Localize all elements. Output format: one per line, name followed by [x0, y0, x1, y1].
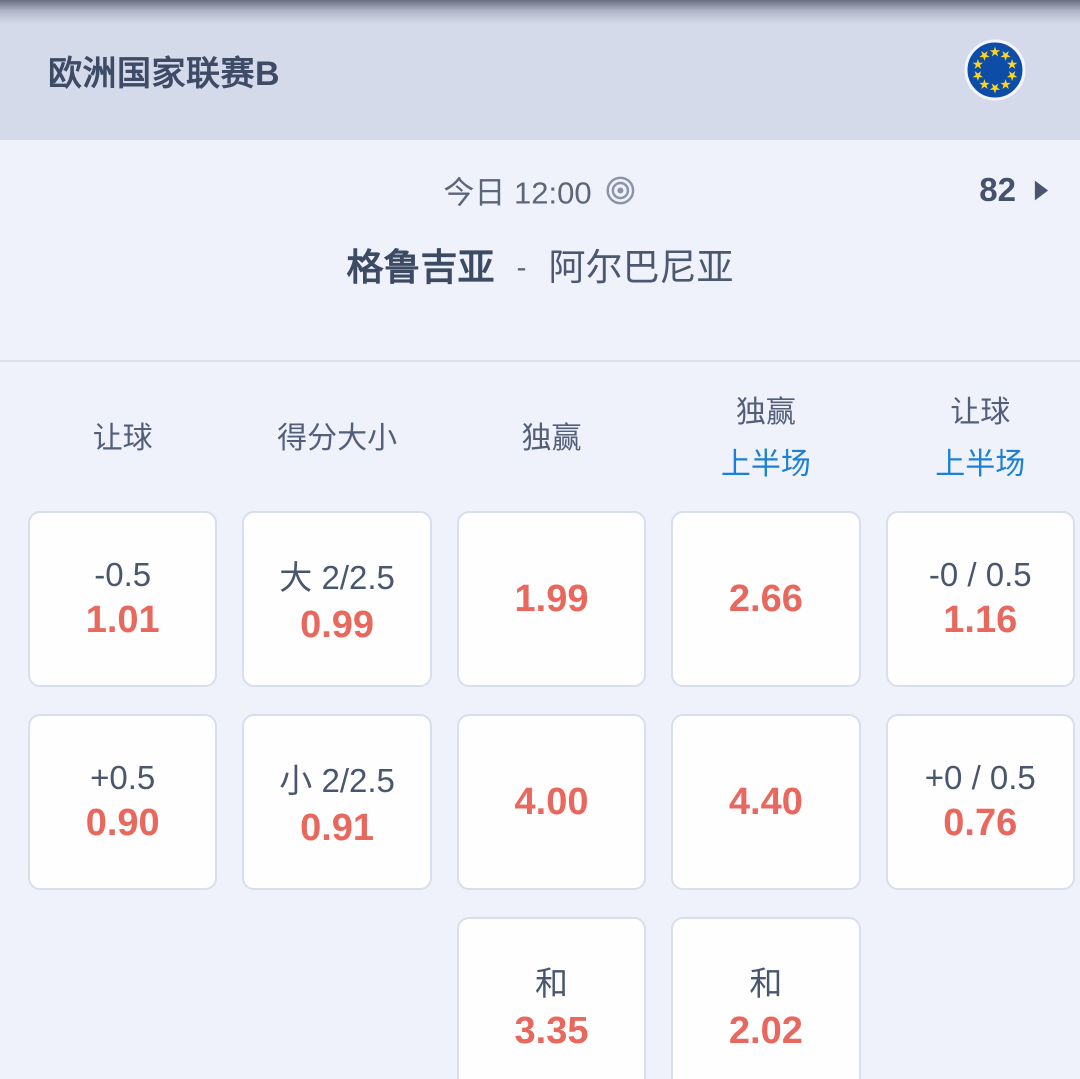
odds-line: -0.5: [94, 556, 152, 593]
markets-count-button[interactable]: 82: [979, 171, 1050, 209]
odds-line: +0 / 0.5: [924, 759, 1036, 796]
odds-cell-over[interactable]: 大 2/2.5 0.99: [242, 511, 432, 687]
match-title[interactable]: 格鲁吉亚 - 阿尔巴尼亚: [0, 242, 1080, 362]
home-team-name: 格鲁吉亚: [346, 247, 495, 288]
market-column-moneyline: 独赢 1.99 4.00 和 3.35: [456, 362, 647, 1079]
odds-value: 1.99: [514, 577, 589, 620]
match-time-label: 今日 12:00: [443, 175, 592, 211]
odds-value: 0.99: [300, 604, 375, 646]
market-column-header: 让球: [28, 362, 217, 484]
odds-cell-1x2-fh-draw[interactable]: 和 2.02: [671, 917, 861, 1079]
odds-value: 3.35: [514, 1010, 589, 1052]
odds-value: 4.40: [728, 780, 803, 823]
odds-cell-handicap-away[interactable]: +0.5 0.90: [28, 714, 218, 890]
odds-value: 2.02: [728, 1010, 803, 1052]
market-column-handicap-first-half: 让球 上半场 -0 / 0.5 1.16 +0 / 0.5 0.76: [885, 362, 1075, 1079]
match-summary: 今日 12:00 82 格鲁吉亚 - 阿尔巴尼亚: [0, 164, 1080, 362]
market-sublabel: 上半场: [935, 448, 1026, 481]
market-column-moneyline-first-half: 独赢 上半场 2.66 4.40 和 2.02: [671, 362, 861, 1079]
odds-value: 4.00: [514, 780, 589, 823]
odds-cell-1x2-draw[interactable]: 和 3.35: [456, 917, 647, 1079]
market-label: 得分大小: [277, 422, 398, 455]
market-column-handicap: 让球 -0.5 1.01 +0.5 0.90: [28, 362, 218, 1079]
markets-count: 82: [979, 171, 1016, 208]
odds-value: 1.01: [85, 599, 160, 641]
odds-line: 小 2/2.5: [279, 762, 395, 799]
odds-line: -0 / 0.5: [928, 556, 1032, 593]
market-column-header: 让球 上半场: [886, 362, 1075, 484]
away-team-name: 阿尔巴尼亚: [548, 247, 734, 288]
odds-cell-1x2-away[interactable]: 4.00: [456, 714, 647, 890]
market-sublabel: 上半场: [720, 448, 811, 481]
market-label: 独赢: [521, 422, 582, 455]
market-column-header: 独赢: [457, 362, 646, 484]
odds-line: +0.5: [90, 759, 156, 796]
odds-line: 和: [749, 965, 783, 1002]
target-icon: [605, 174, 637, 206]
match-time-row: 今日 12:00 82: [0, 164, 1080, 216]
league-title: 欧洲国家联赛B: [48, 54, 281, 93]
odds-value: 0.76: [943, 802, 1018, 844]
market-label: 让球: [950, 396, 1011, 429]
markets-grid: 让球 -0.5 1.01 +0.5 0.90 得分大小 大 2/2.5 0.99…: [0, 362, 1080, 1079]
market-label: 让球: [92, 422, 153, 455]
market-column-over-under: 得分大小 大 2/2.5 0.99 小 2/2.5 0.91: [242, 362, 432, 1079]
odds-line: 大 2/2.5: [279, 559, 395, 596]
odds-line: 和: [534, 965, 568, 1002]
league-header: 欧洲国家联赛B: [0, 0, 1080, 140]
odds-cell-1x2-home[interactable]: 1.99: [456, 511, 647, 687]
odds-cell-handicap-home[interactable]: -0.5 1.01: [28, 511, 218, 687]
odds-value: 0.90: [85, 802, 160, 844]
odds-value: 1.16: [943, 599, 1018, 641]
odds-value: 2.66: [728, 577, 803, 620]
odds-cell-1x2-fh-away[interactable]: 4.40: [671, 714, 861, 890]
odds-cell-handicap-fh-away[interactable]: +0 / 0.5 0.76: [885, 714, 1075, 890]
odds-cell-under[interactable]: 小 2/2.5 0.91: [242, 714, 432, 890]
market-column-header: 独赢 上半场: [671, 362, 860, 484]
market-label: 独赢: [735, 396, 796, 429]
chevron-right-icon: [1033, 179, 1050, 202]
market-column-header: 得分大小: [242, 362, 431, 484]
odds-cell-handicap-fh-home[interactable]: -0 / 0.5 1.16: [885, 511, 1075, 687]
eu-flag-icon: [963, 38, 1027, 102]
match-time-group: 今日 12:00: [443, 168, 636, 213]
team-separator: -: [516, 251, 527, 284]
odds-value: 0.91: [300, 807, 375, 849]
odds-cell-1x2-fh-home[interactable]: 2.66: [671, 511, 861, 687]
